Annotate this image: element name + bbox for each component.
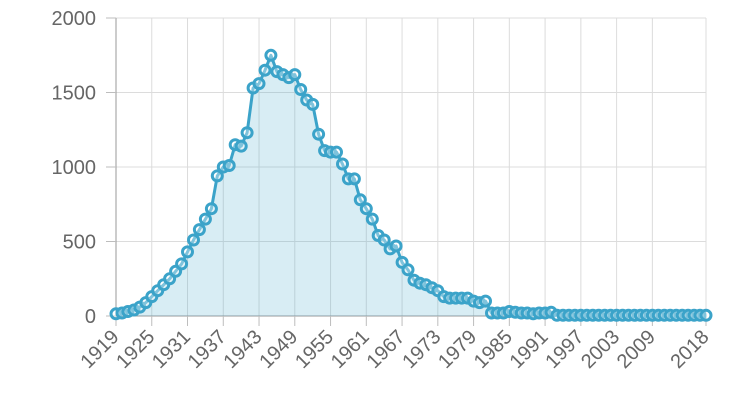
data-point[interactable] xyxy=(175,257,189,271)
data-point[interactable] xyxy=(377,233,391,247)
data-point[interactable] xyxy=(240,126,254,140)
y-tick-label: 500 xyxy=(63,232,96,254)
data-point[interactable] xyxy=(389,239,403,253)
x-tick-label: 1931 xyxy=(148,326,195,373)
x-tick-label: 1997 xyxy=(541,326,588,373)
data-point[interactable] xyxy=(210,169,224,183)
y-tick-label: 2000 xyxy=(52,8,97,30)
x-tick-label: 1955 xyxy=(291,326,338,373)
x-tick-label: 1967 xyxy=(363,326,410,373)
y-axis: 0 500 1000 1500 2000 xyxy=(52,8,116,328)
data-point[interactable] xyxy=(264,48,278,62)
data-point[interactable] xyxy=(222,159,236,172)
series-area-fill xyxy=(116,55,706,317)
data-point[interactable] xyxy=(198,212,212,226)
data-point[interactable] xyxy=(353,193,367,207)
data-point[interactable] xyxy=(187,233,200,247)
data-series xyxy=(109,48,713,322)
x-axis: 1919192519311937194319491955196119671973… xyxy=(77,316,714,373)
data-point[interactable] xyxy=(258,63,272,77)
x-tick-label: 1985 xyxy=(470,326,517,373)
x-tick-label: 1943 xyxy=(220,326,267,373)
data-point[interactable] xyxy=(699,308,713,322)
x-tick-label: 1925 xyxy=(112,326,159,373)
data-point[interactable] xyxy=(359,202,373,216)
data-point[interactable] xyxy=(330,145,343,159)
data-point[interactable] xyxy=(294,83,308,96)
x-tick-label: 1961 xyxy=(327,326,374,373)
y-tick-label: 1500 xyxy=(52,83,97,105)
data-point[interactable] xyxy=(192,223,206,237)
data-point[interactable] xyxy=(252,77,266,91)
x-tick-label: 2018 xyxy=(667,326,714,373)
x-tick-label: 1949 xyxy=(255,326,302,373)
x-tick-label: 1973 xyxy=(398,326,445,373)
x-tick-label: 2003 xyxy=(577,326,624,373)
data-point[interactable] xyxy=(306,97,320,111)
data-point[interactable] xyxy=(288,68,302,82)
data-point[interactable] xyxy=(479,294,492,308)
x-tick-label: 1919 xyxy=(77,326,124,373)
y-tick-label: 0 xyxy=(85,306,96,328)
x-tick-label: 1979 xyxy=(434,326,481,373)
data-point[interactable] xyxy=(336,157,349,171)
x-tick-label: 2009 xyxy=(613,326,660,373)
x-tick-label: 1991 xyxy=(506,326,553,373)
data-point[interactable] xyxy=(204,202,218,216)
data-point[interactable] xyxy=(312,127,326,141)
data-point[interactable] xyxy=(234,139,248,153)
data-point[interactable] xyxy=(347,172,361,186)
y-tick-label: 1000 xyxy=(52,157,97,179)
data-point[interactable] xyxy=(401,263,415,277)
data-point[interactable] xyxy=(365,212,379,226)
x-tick-label: 1937 xyxy=(184,326,231,373)
data-point[interactable] xyxy=(181,245,194,259)
